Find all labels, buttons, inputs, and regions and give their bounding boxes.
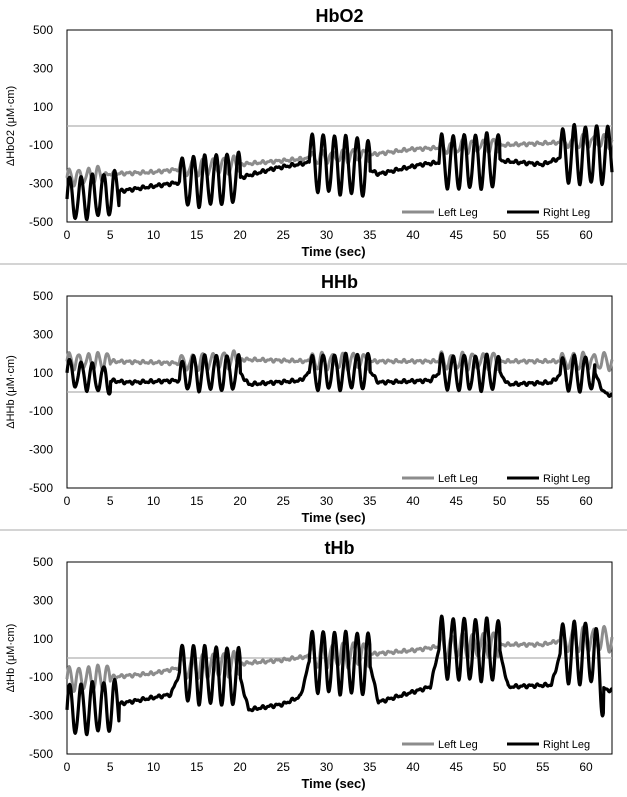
x-tick-label: 5 <box>107 760 114 774</box>
y-axis-label: ΔHHb (μM·cm) <box>5 355 17 429</box>
x-tick-label: 45 <box>450 228 464 242</box>
thb-panel: tHb 500 300 100 -100 -300 -500 0 5 10 15 20 25 30 35 40… <box>0 532 627 792</box>
x-tick-label: 55 <box>536 228 550 242</box>
y-tick-label: -300 <box>29 443 53 457</box>
legend-label: Right Leg <box>543 739 590 751</box>
x-tick-label: 20 <box>233 760 247 774</box>
y-tick-label: -500 <box>29 481 53 495</box>
legend-label: Left Leg <box>438 473 478 485</box>
chart-title: HbO2 <box>315 6 363 26</box>
x-tick-label: 10 <box>147 228 161 242</box>
legend: Left Leg Right Leg <box>402 739 590 751</box>
x-tick-label: 45 <box>450 760 464 774</box>
y-tick-label: -100 <box>29 404 53 418</box>
y-axis-label: ΔHbO2 (μM·cm) <box>5 86 17 166</box>
x-tick-label: 30 <box>320 494 334 508</box>
x-tick-label: 0 <box>64 228 71 242</box>
x-tick-label: 35 <box>363 494 377 508</box>
series-line-left-leg <box>65 625 614 693</box>
x-tick-label: 60 <box>579 760 593 774</box>
panel-separator <box>0 529 627 531</box>
thb-chart: tHb 500 300 100 -100 -300 -500 0 5 10 15 20 25 30 35 40… <box>5 538 614 791</box>
x-tick-label: 15 <box>190 228 204 242</box>
panel-separator <box>0 263 627 265</box>
legend: Left Leg Right Leg <box>402 473 590 485</box>
y-tick-label: 300 <box>33 327 53 341</box>
y-tick-label: -100 <box>29 670 53 684</box>
y-tick-label: -500 <box>29 747 53 761</box>
x-tick-label: 25 <box>277 760 291 774</box>
y-tick-label: 300 <box>33 61 53 75</box>
x-tick-label: 50 <box>493 760 507 774</box>
x-tick-label: 55 <box>536 494 550 508</box>
y-axis-label: ΔtHb (μM·cm) <box>5 624 17 693</box>
x-tick-label: 40 <box>406 494 420 508</box>
y-tick-label: 500 <box>33 555 53 569</box>
legend-label: Right Leg <box>543 473 590 485</box>
y-tick-label: -500 <box>29 215 53 229</box>
x-tick-label: 40 <box>406 228 420 242</box>
x-tick-label: 20 <box>233 494 247 508</box>
x-tick-label: 10 <box>147 494 161 508</box>
x-tick-label: 50 <box>493 494 507 508</box>
chart-title: tHb <box>325 538 355 558</box>
x-tick-label: 0 <box>64 494 71 508</box>
hhb-panel: HHb 500 300 100 -100 -300 -500 0 5 10 15 20 25 30 35 40… <box>0 266 627 528</box>
hhb-chart: HHb 500 300 100 -100 -300 -500 0 5 10 15 20 25 30 35 40… <box>5 272 614 525</box>
legend-label: Left Leg <box>438 739 478 751</box>
series-line-right-leg <box>65 122 614 222</box>
x-tick-label: 15 <box>190 760 204 774</box>
series-line-left-leg <box>65 349 614 373</box>
x-tick-label: 5 <box>107 228 114 242</box>
x-tick-label: 15 <box>190 494 204 508</box>
series-line-right-leg <box>65 351 614 398</box>
x-tick-label: 10 <box>147 760 161 774</box>
chart-title: HHb <box>321 272 358 292</box>
x-tick-label: 25 <box>277 228 291 242</box>
x-tick-label: 20 <box>233 228 247 242</box>
y-tick-label: -100 <box>29 138 53 152</box>
series-line-right-leg <box>65 614 614 737</box>
x-tick-label: 45 <box>450 494 464 508</box>
x-tick-label: 55 <box>536 760 550 774</box>
hbo2-chart: HbO2 500 300 100 -100 -300 -500 0 5 10 15 20 25 30 35 4… <box>5 6 614 259</box>
x-axis-label: Time (sec) <box>301 510 365 525</box>
x-tick-label: 60 <box>579 494 593 508</box>
y-tick-label: 500 <box>33 289 53 303</box>
x-axis-label: Time (sec) <box>301 776 365 791</box>
y-tick-label: 100 <box>33 100 53 114</box>
y-tick-label: 100 <box>33 632 53 646</box>
hbo2-panel: HbO2 500 300 100 -100 -300 -500 0 5 10 15 20 25 30 35 4… <box>0 0 627 260</box>
legend-label: Right Leg <box>543 207 590 219</box>
x-tick-label: 40 <box>406 760 420 774</box>
legend: Left Leg Right Leg <box>402 207 590 219</box>
y-tick-label: -300 <box>29 709 53 723</box>
y-tick-label: 300 <box>33 593 53 607</box>
x-tick-label: 30 <box>320 228 334 242</box>
x-tick-label: 5 <box>107 494 114 508</box>
x-tick-label: 35 <box>363 228 377 242</box>
x-axis-label: Time (sec) <box>301 244 365 259</box>
y-tick-label: -300 <box>29 177 53 191</box>
y-tick-label: 100 <box>33 366 53 380</box>
x-tick-label: 35 <box>363 760 377 774</box>
legend-label: Left Leg <box>438 207 478 219</box>
x-tick-label: 30 <box>320 760 334 774</box>
x-tick-label: 50 <box>493 228 507 242</box>
x-tick-label: 60 <box>579 228 593 242</box>
series-line-left-leg <box>65 132 614 188</box>
x-tick-label: 25 <box>277 494 291 508</box>
y-tick-label: 500 <box>33 23 53 37</box>
x-tick-label: 0 <box>64 760 71 774</box>
